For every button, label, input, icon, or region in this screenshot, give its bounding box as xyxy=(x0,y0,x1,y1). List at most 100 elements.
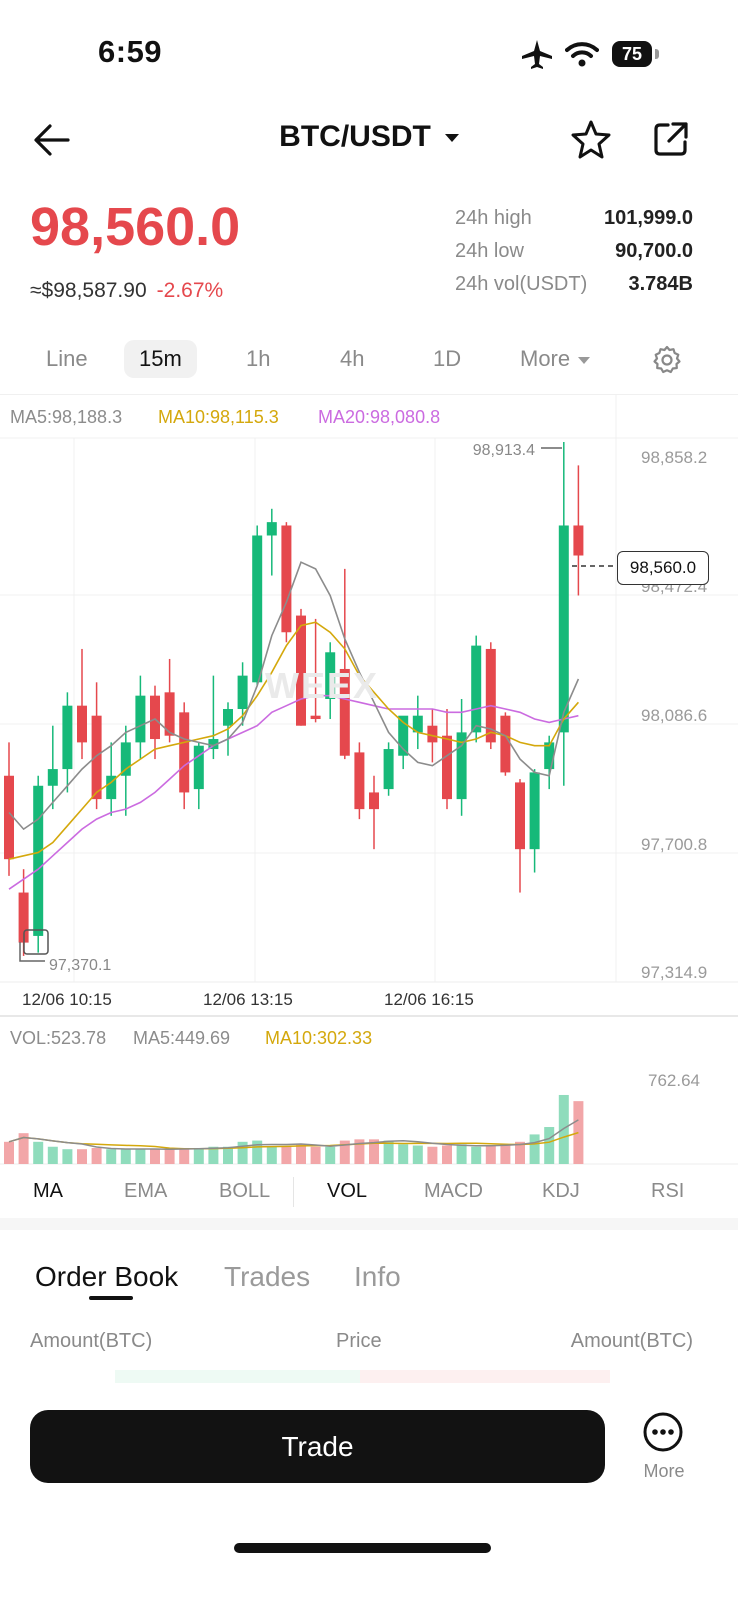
candle xyxy=(339,568,350,760)
volume-max-label: 762.64 xyxy=(648,1071,700,1090)
x-tick-label: 12/06 13:15 xyxy=(203,990,293,1009)
candle xyxy=(106,742,117,816)
candle xyxy=(325,642,336,720)
share-icon[interactable] xyxy=(652,120,690,158)
candle-body xyxy=(77,705,87,743)
candle-body xyxy=(266,522,277,536)
volume-bar xyxy=(18,1133,29,1164)
volume-bar xyxy=(33,1141,44,1164)
candle-body xyxy=(442,735,452,800)
candle-body xyxy=(544,742,555,770)
candle-body xyxy=(237,675,248,710)
more-icon[interactable] xyxy=(642,1411,684,1453)
candle-body xyxy=(398,715,409,756)
volume-chart xyxy=(0,1094,738,1165)
candle xyxy=(471,635,482,743)
candle xyxy=(4,742,14,876)
volume-bar xyxy=(135,1149,146,1164)
stat-value-high: 101,999.0 xyxy=(604,207,693,229)
volume-bar xyxy=(573,1101,584,1164)
candle-body xyxy=(120,742,131,776)
tab-trades[interactable]: Trades xyxy=(224,1261,311,1292)
candle xyxy=(91,682,102,810)
candle-body xyxy=(456,732,467,800)
volume-bar xyxy=(544,1127,555,1164)
candle-body xyxy=(296,615,306,726)
candle xyxy=(485,642,496,750)
volume-bar xyxy=(4,1141,14,1164)
volume-bar xyxy=(266,1146,277,1164)
indicator-tab-ma[interactable]: MA xyxy=(33,1180,63,1202)
candle-body xyxy=(369,792,379,810)
indicator-tab-rsi[interactable]: RSI xyxy=(651,1180,685,1202)
indicator-tab-vol[interactable]: VOL xyxy=(327,1180,368,1202)
stat-value-low: 90,700.0 xyxy=(615,240,693,262)
status-time: 6:59 xyxy=(98,34,163,69)
candle-body xyxy=(135,695,146,743)
ma5-legend: MA5:98,188.3 xyxy=(10,407,123,427)
indicator-tab-boll[interactable]: BOLL xyxy=(219,1180,271,1202)
column-header-ask-amount: Amount(BTC) xyxy=(570,1330,693,1352)
trade-button[interactable]: Trade xyxy=(30,1410,605,1483)
indicator-divider xyxy=(293,1177,294,1207)
tab-info[interactable]: Info xyxy=(354,1261,401,1292)
ma10-legend: MA10:98,115.3 xyxy=(158,407,279,427)
candle-body xyxy=(4,775,14,860)
candlestick-chart[interactable]: 98,913.4 97,370.1 xyxy=(0,394,738,1018)
column-header-bid-amount: Amount(BTC) xyxy=(30,1330,153,1352)
candle-body xyxy=(193,745,204,790)
candle xyxy=(164,658,175,743)
candle-body xyxy=(325,652,336,700)
indicator-tab-kdj[interactable]: KDJ xyxy=(542,1180,580,1202)
candle-body xyxy=(47,769,58,786)
volume-bar xyxy=(456,1144,467,1164)
x-tick-label: 12/06 10:15 xyxy=(22,990,112,1009)
chart-grid xyxy=(0,394,738,1017)
candle xyxy=(135,675,146,760)
watermark: WEEX xyxy=(265,665,380,706)
volume-ma5-line xyxy=(8,1119,579,1150)
star-icon[interactable] xyxy=(570,119,612,159)
candle xyxy=(500,712,511,776)
low-marker-box xyxy=(23,929,49,955)
tab-4h[interactable]: 4h xyxy=(340,346,365,371)
stat-label-volume: 24h vol(USDT) xyxy=(455,273,588,295)
pair-selector[interactable]: BTC/USDT xyxy=(0,120,738,154)
volume-ma5-legend: MA5:449.69 xyxy=(133,1028,231,1048)
candle xyxy=(442,709,452,810)
candle xyxy=(62,692,73,793)
candle xyxy=(310,618,321,723)
candle xyxy=(558,442,569,786)
candle-body xyxy=(223,709,233,726)
volume-bar xyxy=(398,1144,409,1164)
chevron-down-icon xyxy=(578,356,591,364)
more-label[interactable]: More xyxy=(643,1461,685,1481)
tab-15m[interactable]: 15m xyxy=(124,340,197,378)
tab-more[interactable]: More xyxy=(520,346,591,372)
volume-bar xyxy=(164,1149,175,1164)
tab-1h[interactable]: 1h xyxy=(246,346,271,371)
candle-body xyxy=(500,715,511,773)
chart-settings-icon[interactable] xyxy=(652,345,682,375)
tab-order-book[interactable]: Order Book xyxy=(35,1261,179,1292)
tab-1d[interactable]: 1D xyxy=(433,346,462,371)
airplane-mode-icon xyxy=(522,40,552,69)
back-arrow-icon[interactable] xyxy=(33,123,71,157)
tab-line[interactable]: Line xyxy=(46,346,88,371)
stat-label-low: 24h low xyxy=(455,240,524,262)
candle-body xyxy=(529,772,540,850)
indicator-tab-ema[interactable]: EMA xyxy=(124,1180,168,1202)
ma20-line xyxy=(8,694,579,890)
candle-body xyxy=(252,535,263,683)
indicator-tab-macd[interactable]: MACD xyxy=(424,1180,483,1202)
volume-bar xyxy=(471,1146,482,1164)
ma10-line xyxy=(8,621,580,860)
volume-bar xyxy=(339,1140,350,1164)
candle xyxy=(573,465,584,596)
volume-bar xyxy=(354,1139,365,1164)
candle-body xyxy=(558,525,569,733)
candle xyxy=(354,742,365,820)
tab-more-label: More xyxy=(520,346,571,371)
candle xyxy=(369,775,379,850)
volume-legend: VOL:523.78 xyxy=(10,1028,107,1048)
